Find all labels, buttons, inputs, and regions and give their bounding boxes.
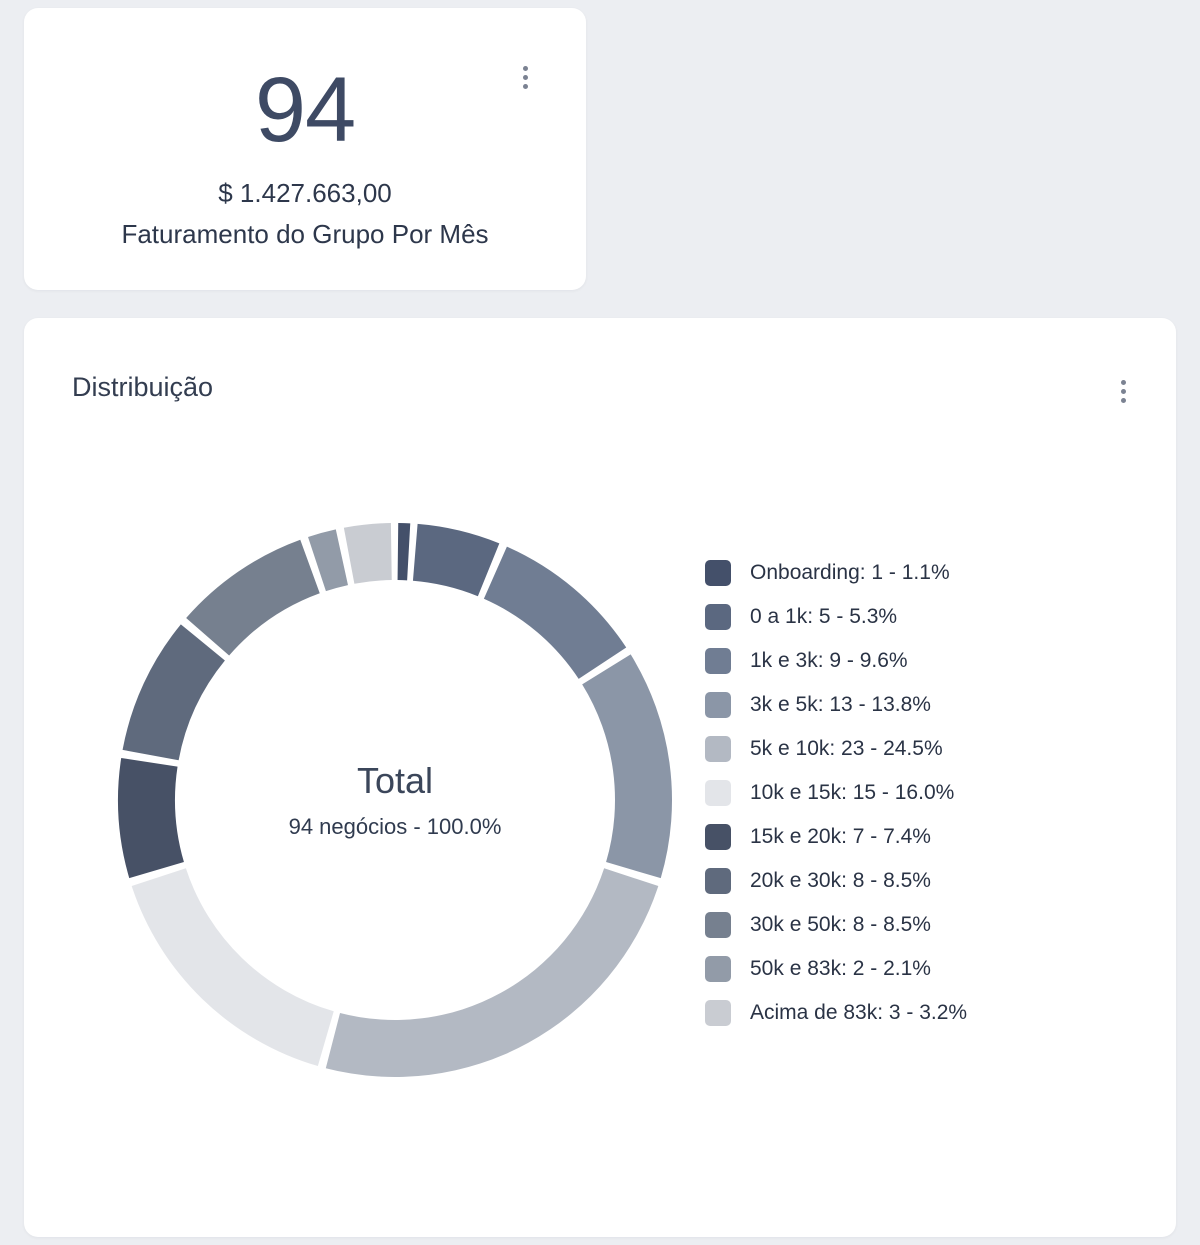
legend-item-onboarding[interactable]: Onboarding: 1 - 1.1%: [705, 560, 967, 586]
donut-segment-onboarding[interactable]: [397, 523, 411, 581]
kpi-label: Faturamento do Grupo Por Mês: [121, 219, 489, 249]
legend-swatch: [705, 604, 731, 630]
legend-label: 3k e 5k: 13 - 13.8%: [750, 693, 931, 716]
kebab-dot: [523, 66, 528, 71]
distribution-title: Distribuição: [72, 372, 214, 402]
legend-swatch: [705, 912, 731, 938]
kebab-dot: [523, 75, 528, 80]
legend-swatch: [705, 736, 731, 762]
distribution-menu-button[interactable]: [1115, 374, 1132, 409]
legend-label: 5k e 10k: 23 - 24.5%: [750, 737, 943, 760]
legend-label: 30k e 50k: 8 - 8.5%: [750, 913, 931, 936]
legend-label: 0 a 1k: 5 - 5.3%: [750, 605, 898, 628]
legend-item-15k-e-20k[interactable]: 15k e 20k: 7 - 7.4%: [705, 824, 967, 850]
legend: Onboarding: 1 - 1.1% 0 a 1k: 5 - 5.3% 1k e…: [705, 560, 967, 1026]
donut-segment-1k-e-3k[interactable]: [483, 546, 627, 679]
donut-segment-5k-e-10k[interactable]: [325, 868, 659, 1077]
distribution-card: Distribuição Total 94 negócios - 100.0% …: [24, 318, 1176, 1237]
donut-segment-3k-e-5k[interactable]: [582, 654, 672, 879]
legend-item-0-a-1k[interactable]: 0 a 1k: 5 - 5.3%: [705, 604, 967, 630]
legend-swatch: [705, 780, 731, 806]
kpi-card: 94 $ 1.427.663,00 Faturamento do Grupo P…: [24, 8, 586, 290]
donut-segment-15k-e-20k[interactable]: [118, 757, 184, 879]
legend-swatch: [705, 868, 731, 894]
legend-label: Onboarding: 1 - 1.1%: [750, 561, 950, 584]
donut-segment-20k-e-30k[interactable]: [122, 624, 225, 761]
legend-swatch: [705, 1000, 731, 1026]
legend-label: 50k e 83k: 2 - 2.1%: [750, 957, 931, 980]
donut-segment-10k-e-15k[interactable]: [131, 868, 334, 1067]
legend-label: 20k e 30k: 8 - 8.5%: [750, 869, 931, 892]
legend-label: 1k e 3k: 9 - 9.6%: [750, 649, 908, 672]
kebab-dot: [1121, 398, 1126, 403]
legend-item-1k-e-3k[interactable]: 1k e 3k: 9 - 9.6%: [705, 648, 967, 674]
legend-swatch: [705, 648, 731, 674]
kpi-card-menu-button[interactable]: [517, 60, 534, 95]
legend-swatch: [705, 560, 731, 586]
legend-swatch: [705, 692, 731, 718]
kebab-dot: [1121, 380, 1126, 385]
legend-item-10k-e-15k[interactable]: 10k e 15k: 15 - 16.0%: [705, 780, 967, 806]
legend-label: 10k e 15k: 15 - 16.0%: [750, 781, 955, 804]
legend-item-3k-e-5k[interactable]: 3k e 5k: 13 - 13.8%: [705, 692, 967, 718]
legend-label: Acima de 83k: 3 - 3.2%: [750, 1001, 968, 1024]
legend-item-20k-e-30k[interactable]: 20k e 30k: 8 - 8.5%: [705, 868, 967, 894]
legend-swatch: [705, 956, 731, 982]
donut-segment-0-a-1k[interactable]: [412, 523, 500, 597]
donut-segment-50k-e-83k[interactable]: [308, 529, 348, 592]
donut-chart: Total 94 negócios - 100.0%: [117, 522, 673, 1078]
kebab-dot: [1121, 389, 1126, 394]
legend-item-acima-de-83k[interactable]: Acima de 83k: 3 - 3.2%: [705, 1000, 967, 1026]
kpi-revenue: $ 1.427.663,00: [218, 178, 392, 208]
legend-item-5k-e-10k[interactable]: 5k e 10k: 23 - 24.5%: [705, 736, 967, 762]
legend-item-50k-e-83k[interactable]: 50k e 83k: 2 - 2.1%: [705, 956, 967, 982]
legend-label: 15k e 20k: 7 - 7.4%: [750, 825, 931, 848]
donut-segment-30k-e-50k[interactable]: [186, 539, 320, 656]
kpi-value: 94: [254, 59, 356, 161]
donut-svg: [118, 523, 672, 1077]
donut-segment-acima-de-83k[interactable]: [343, 523, 392, 584]
kebab-dot: [523, 84, 528, 89]
legend-item-30k-e-50k[interactable]: 30k e 50k: 8 - 8.5%: [705, 912, 967, 938]
legend-swatch: [705, 824, 731, 850]
